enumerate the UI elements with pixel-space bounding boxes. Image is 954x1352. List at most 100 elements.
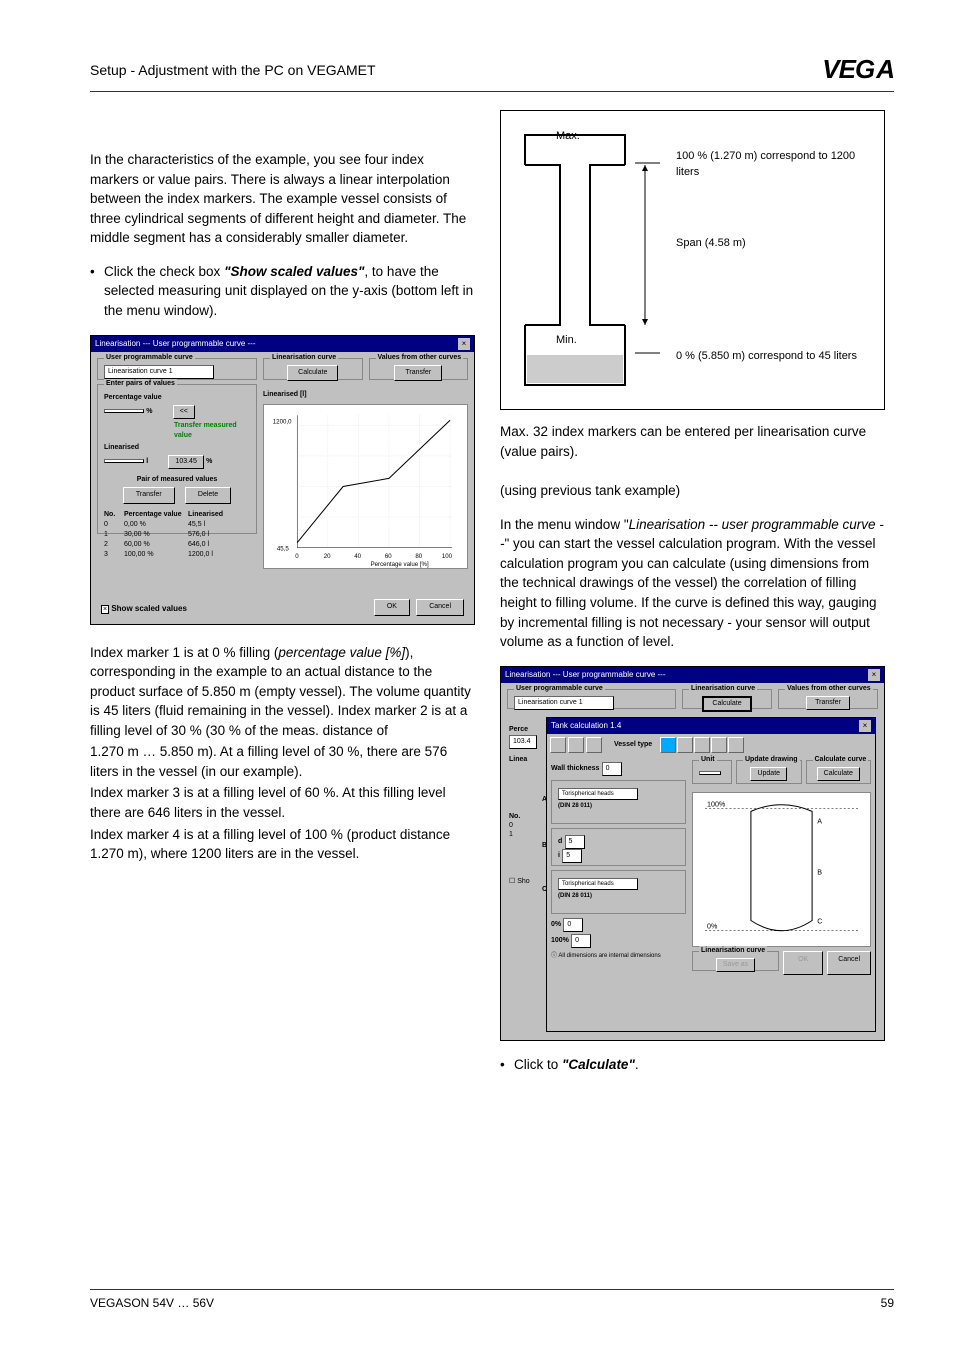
vessel-type-5-icon[interactable] xyxy=(728,737,744,753)
delete-button[interactable]: Delete xyxy=(185,487,231,503)
label: Linearised xyxy=(104,443,250,453)
cancel-button[interactable]: Cancel xyxy=(416,599,464,615)
dialog-titlebar: Linearisation --- User programmable curv… xyxy=(501,667,884,683)
curve-dropdown[interactable]: Linearisation curve 1 xyxy=(104,365,214,379)
svg-text:20: 20 xyxy=(324,552,331,559)
span-annotation: Span (4.58 m) xyxy=(676,236,746,252)
label: Wall thickness xyxy=(551,765,599,772)
cancel-button[interactable]: Cancel xyxy=(827,951,871,975)
svg-text:B: B xyxy=(817,868,822,876)
show-scaled-checkbox[interactable]: × Show scaled values xyxy=(101,603,187,615)
max-label: Max. xyxy=(556,129,580,145)
svg-text:80: 80 xyxy=(415,552,422,559)
transfer-button[interactable]: Transfer xyxy=(806,696,850,710)
page-number: 59 xyxy=(881,1296,894,1310)
label: Percentage value xyxy=(104,393,250,403)
svg-text:C: C xyxy=(817,917,822,925)
txt: "Show scaled values" xyxy=(224,264,364,279)
index-marker-1: Index marker 1 is at 0 % filling (percen… xyxy=(90,643,475,741)
unit: l xyxy=(146,458,148,465)
bullet-calculate: Click to "Calculate". xyxy=(500,1055,885,1075)
index-marker-2: 1.270 m … 5.850 m). At a filling level o… xyxy=(90,742,475,781)
inner-dialog-title: Tank calculation 1.4 xyxy=(551,720,621,732)
bot-head-dropdown[interactable]: Torispherical heads xyxy=(558,878,638,891)
unit-dropdown[interactable] xyxy=(699,771,721,775)
group-label: User programmable curve xyxy=(104,353,195,363)
calculate-button[interactable]: Calculate xyxy=(287,365,338,381)
save-icon[interactable] xyxy=(568,737,584,753)
label: Vessel type xyxy=(614,740,652,750)
unit: % xyxy=(146,408,152,415)
label: Pair of measured values xyxy=(104,475,250,485)
menu-window-paragraph: In the menu window "Linearisation -- use… xyxy=(500,515,885,652)
vessel-preview: 100% 0% A B C xyxy=(692,792,871,947)
group-label: Linearisation curve xyxy=(270,353,338,363)
bullet-show-scaled: Click the check box "Show scaled values"… xyxy=(90,262,475,321)
svg-text:60: 60 xyxy=(385,552,392,559)
chart-ylabel: Linearised [l] xyxy=(263,390,468,400)
page-header-title: Setup - Adjustment with the PC on VEGAME… xyxy=(90,62,376,78)
i-input[interactable]: 5 xyxy=(562,849,582,863)
vessel-type-3-icon[interactable] xyxy=(694,737,710,753)
val: 103.4 xyxy=(509,735,537,749)
transfer-button[interactable]: Transfer xyxy=(394,365,442,381)
vessel-type-2-icon[interactable] xyxy=(677,737,693,753)
transfer-button[interactable]: Transfer xyxy=(123,487,175,503)
index-marker-3: Index marker 3 is at a filling level of … xyxy=(90,783,475,822)
vega-logo: VEGA xyxy=(822,54,894,85)
label: Transfer measured value xyxy=(174,421,250,441)
close-icon[interactable]: × xyxy=(458,338,470,350)
calculate-button[interactable]: Calculate xyxy=(817,767,860,781)
svg-text:A: A xyxy=(817,817,822,825)
linearisation-chart: 1200,0 45,5 0 20 40 60 80 100 Percentage… xyxy=(263,404,468,569)
svg-text:1200,0: 1200,0 xyxy=(273,418,292,425)
update-button[interactable]: Update xyxy=(750,767,787,781)
prev-example-note: (using previous tank example) xyxy=(500,481,885,501)
tank-diagram: Max. Min. 100 % (1.270 m) correspond to … xyxy=(500,110,885,410)
index-marker-4: Index marker 4 is at a filling level of … xyxy=(90,825,475,864)
dims-note: All dimensions are internal dimensions xyxy=(558,953,660,959)
value-button[interactable]: 103.45 xyxy=(168,455,203,469)
d-input[interactable]: 5 xyxy=(565,835,585,849)
group-label: User programmable curve xyxy=(514,684,605,694)
footer-product: VEGASON 54V … 56V xyxy=(90,1296,214,1310)
col: Percentage value xyxy=(124,510,184,520)
ok-button[interactable]: OK xyxy=(783,951,823,975)
bottom-annotation: 0 % (5.850 m) correspond to 45 liters xyxy=(676,349,871,365)
max-markers-note: Max. 32 index markers can be entered per… xyxy=(500,422,885,461)
percentage-input[interactable] xyxy=(104,409,144,413)
vessel-type-1-icon[interactable] xyxy=(660,737,676,753)
group-label: Linearisation curve xyxy=(689,684,757,694)
dialog-title: Linearisation --- User programmable curv… xyxy=(95,338,256,350)
unit: % xyxy=(206,458,212,465)
svg-text:0%: 0% xyxy=(707,922,718,930)
back-button[interactable]: << xyxy=(173,405,195,419)
linearisation-dialog-screenshot: Linearisation --- User programmable curv… xyxy=(90,335,475,625)
svg-text:45,5: 45,5 xyxy=(277,545,289,552)
vessel-type-4-icon[interactable] xyxy=(711,737,727,753)
close-icon[interactable]: × xyxy=(868,669,880,681)
curve-dropdown[interactable]: Linearisation curve 1 xyxy=(514,696,614,710)
ok-button[interactable]: OK xyxy=(374,599,410,615)
zero-input[interactable]: 0 xyxy=(563,918,583,932)
dialog-titlebar: Linearisation --- User programmable curv… xyxy=(91,336,474,352)
svg-text:0: 0 xyxy=(295,552,299,559)
group-label: Enter pairs of values xyxy=(104,379,177,389)
col: Linearised xyxy=(188,510,223,520)
txt: Click the check box xyxy=(104,264,224,279)
group-label: Values from other curves xyxy=(785,684,873,694)
tank-calculation-dialog: Tank calculation 1.4 × Vessel type xyxy=(546,717,876,1032)
close-icon[interactable]: × xyxy=(859,720,871,732)
group-label: Values from other curves xyxy=(376,353,464,363)
linearised-input[interactable] xyxy=(104,459,144,463)
top-head-dropdown[interactable]: Torispherical heads xyxy=(558,788,638,801)
min-label: Min. xyxy=(556,333,577,349)
calculate-button[interactable]: Calculate xyxy=(702,696,751,712)
print-icon[interactable] xyxy=(586,737,602,753)
intro-paragraph: In the characteristics of the example, y… xyxy=(90,150,475,248)
open-icon[interactable] xyxy=(550,737,566,753)
hundred-input[interactable]: 0 xyxy=(571,934,591,948)
saveas-button[interactable]: Save as xyxy=(716,958,755,972)
wall-input[interactable]: 0 xyxy=(602,762,622,776)
svg-text:100: 100 xyxy=(442,552,453,559)
